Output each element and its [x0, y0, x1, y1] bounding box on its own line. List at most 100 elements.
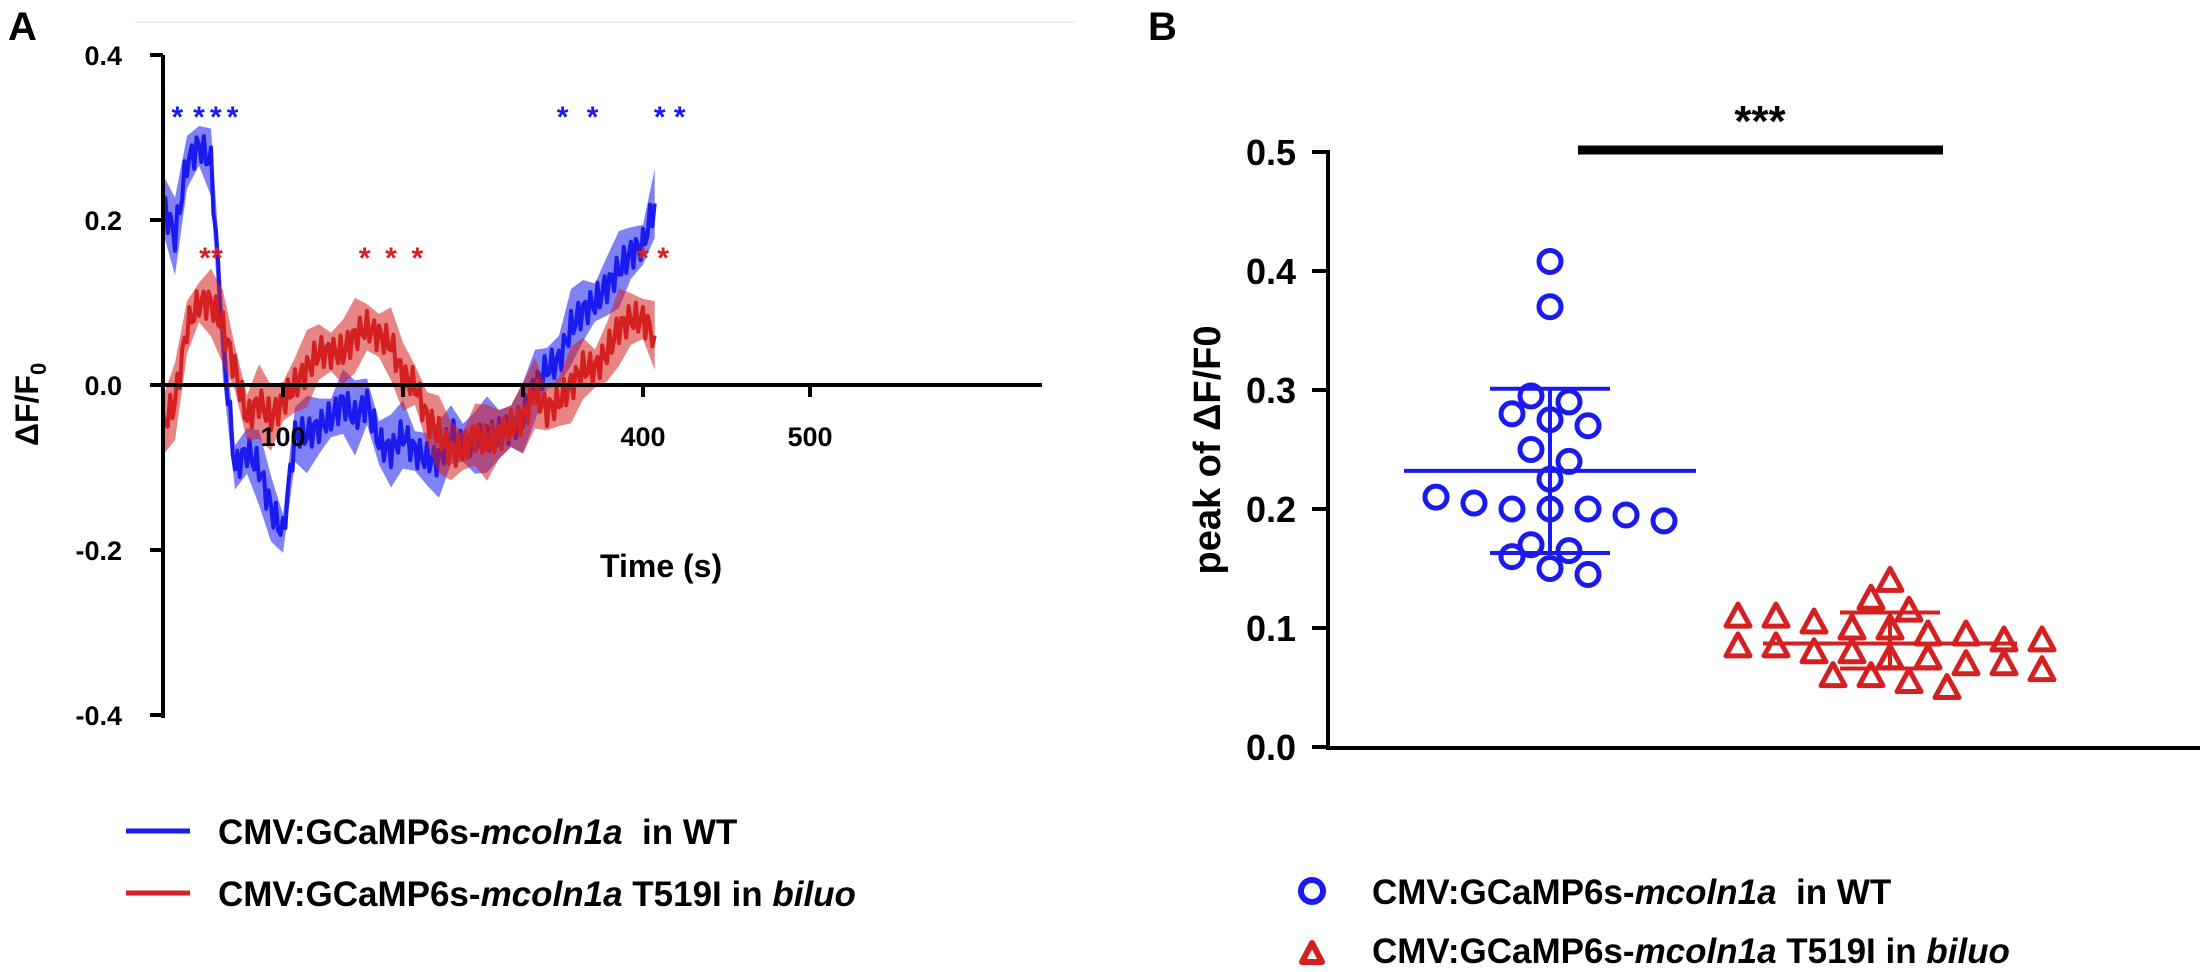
- panel-b-y-tick-label: 0.3: [1246, 370, 1296, 411]
- panel-a-traces: [163, 126, 655, 553]
- panel-a-y-tick-label: -0.2: [75, 536, 122, 566]
- panel-a-y-label-subscript: 0: [26, 363, 51, 375]
- legend-b-mut-strain: biluo: [1926, 932, 2010, 971]
- wt-data-point: [1425, 486, 1447, 508]
- legend-a-mut-strain: biluo: [772, 875, 856, 914]
- panel-b-axes: [1312, 150, 2200, 750]
- wt-significance-star: *: [227, 101, 239, 134]
- mutant-significance-star: *: [412, 242, 424, 275]
- wt-data-point: [1501, 498, 1523, 520]
- panel-b-legend: CMV:GCaMP6s-mcoln1a in WT CMV:GCaMP6s-mc…: [1301, 873, 2010, 971]
- legend-b-wt-gene: mcoln1a: [1635, 873, 1777, 912]
- panel-a-significance-stars: ***************: [172, 101, 686, 275]
- wt-data-point: [1577, 415, 1599, 437]
- mutant-significance-star: *: [385, 242, 397, 275]
- wt-data-point: [1577, 563, 1599, 585]
- legend-a-wt-suffix: in WT: [623, 813, 738, 852]
- wt-data-point: [1558, 540, 1580, 562]
- wt-data-point: [1501, 546, 1523, 568]
- wt-significance-star: *: [172, 101, 184, 134]
- mutant-data-point: [2030, 628, 2054, 650]
- wt-significance-star: *: [193, 101, 205, 134]
- legend-b-wt-prefix: CMV:GCaMP6s-: [1372, 873, 1635, 912]
- legend-b-mut-prefix: CMV:GCaMP6s-: [1372, 932, 1635, 971]
- mutant-significance-star: *: [199, 242, 211, 275]
- mutant-significance-star: *: [211, 242, 223, 275]
- mutant-data-point: [1764, 604, 1788, 626]
- panel-a-x-tick-label: 400: [620, 422, 665, 452]
- wt-data-point: [1463, 492, 1485, 514]
- wt-data-point: [1539, 296, 1561, 318]
- panel-a-y-label-main: ΔF/F: [9, 375, 45, 446]
- panel-b-y-axis-label: peak of ΔF/F0: [1187, 325, 1229, 574]
- legend-a-wt-prefix: CMV:GCaMP6s-: [218, 813, 481, 852]
- wt-data-point: [1520, 439, 1542, 461]
- legend-b-wt-label: CMV:GCaMP6s-mcoln1a in WT: [1372, 873, 1891, 912]
- figure: A 0.40.20.0-0.2-0.4100400500 ***********…: [0, 0, 2200, 972]
- mutant-data-point: [1878, 568, 1902, 590]
- mutant-data-point: [2030, 658, 2054, 680]
- panel-a-y-tick-label: 0.0: [84, 371, 122, 401]
- legend-b-mutant-marker: [1302, 943, 1322, 962]
- mutant-significance-star: *: [359, 242, 371, 275]
- panel-b-tick-labels: 0.5 0.4 0.3 0.2 0.1 0.0: [1246, 132, 1296, 768]
- wt-data-point: [1653, 510, 1675, 532]
- wt-significance-star: *: [674, 101, 686, 134]
- mutant-data-point: [1802, 610, 1826, 632]
- wt-significance-star: *: [210, 101, 222, 134]
- legend-a-mutant-label: CMV:GCaMP6s-mcoln1a T519I in biluo: [218, 875, 856, 914]
- panel-a-y-tick-label: 0.2: [84, 206, 122, 236]
- legend-a-mut-gene: mcoln1a: [481, 875, 623, 914]
- wt-significance-star: *: [654, 101, 666, 134]
- legend-b-wt-marker: [1301, 880, 1323, 902]
- wt-data-point: [1577, 498, 1599, 520]
- significance-stars: ***: [1734, 97, 1786, 146]
- panel-a-x-axis-label: Time (s): [600, 548, 722, 584]
- legend-b-mut-gene: mcoln1a: [1635, 932, 1777, 971]
- wt-data-point: [1539, 250, 1561, 272]
- legend-a-wt-gene: mcoln1a: [481, 813, 623, 852]
- mutant-data-point: [1840, 616, 1864, 638]
- mutant-data-point: [1935, 676, 1959, 698]
- wt-data-point: [1501, 403, 1523, 425]
- mutant-data-point: [1954, 652, 1978, 674]
- mutant-data-point: [1897, 598, 1921, 620]
- mutant-data-point: [1916, 622, 1940, 644]
- panel-a-legend: CMV:GCaMP6s-mcoln1a in WT CMV:GCaMP6s-mc…: [126, 813, 856, 914]
- panel-b-y-tick-label: 0.2: [1246, 489, 1296, 530]
- mutant-significance-star: *: [657, 242, 669, 275]
- mutant-data-point: [1726, 604, 1750, 626]
- mutant-data-point: [1726, 634, 1750, 656]
- panel-a-y-axis-label: ΔF/F0: [9, 363, 51, 446]
- panel-b-y-tick-label: 0.5: [1246, 132, 1296, 173]
- legend-b-wt-suffix: in WT: [1777, 873, 1892, 912]
- panel-b-points: [1425, 250, 2054, 697]
- panel-a-letter: A: [8, 5, 37, 49]
- panel-b-y-tick-label: 0.1: [1246, 608, 1296, 649]
- panel-b-y-tick-label: 0.4: [1246, 251, 1296, 292]
- mutant-data-point: [1992, 652, 2016, 674]
- wt-significance-star: *: [587, 101, 599, 134]
- wt-data-point: [1558, 391, 1580, 413]
- panel-a-y-tick-label: 0.4: [84, 41, 122, 71]
- wt-data-point: [1539, 558, 1561, 580]
- legend-a-mut-suffix: T519I in: [623, 875, 773, 914]
- mutant-data-point: [1897, 670, 1921, 692]
- panel-b-y-tick-label: 0.0: [1246, 727, 1296, 768]
- panel-a-y-tick-label: -0.4: [75, 701, 122, 731]
- panel-a: A 0.40.20.0-0.2-0.4100400500 ***********…: [8, 5, 1042, 731]
- mutant-data-point: [1954, 622, 1978, 644]
- panel-a-x-tick-label: 500: [787, 422, 832, 452]
- legend-a-mut-prefix: CMV:GCaMP6s-: [218, 875, 481, 914]
- legend-b-mut-suffix: T519I in: [1777, 932, 1927, 971]
- wt-data-point: [1615, 504, 1637, 526]
- mutant-data-point: [1992, 628, 2016, 650]
- mutant-data-point: [1916, 646, 1940, 668]
- legend-a-wt-label: CMV:GCaMP6s-mcoln1a in WT: [218, 813, 737, 852]
- panel-a-axes: [150, 55, 1042, 718]
- wt-significance-star: *: [557, 101, 569, 134]
- mutant-significance-star: *: [637, 242, 649, 275]
- panel-b-letter: B: [1148, 5, 1177, 49]
- panel-a-x-tick-label: 100: [260, 422, 305, 452]
- legend-b-mutant-label: CMV:GCaMP6s-mcoln1a T519I in biluo: [1372, 932, 2010, 971]
